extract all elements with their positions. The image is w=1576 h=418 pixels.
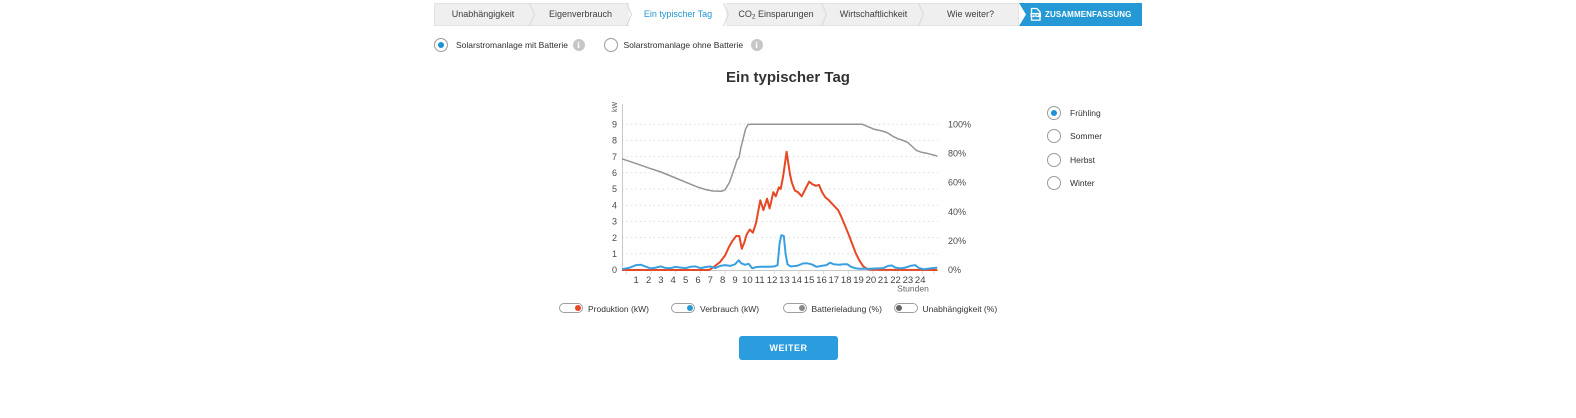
svg-text:2: 2 [612, 233, 617, 243]
svg-text:4: 4 [671, 275, 676, 286]
svg-text:1: 1 [612, 249, 617, 259]
svg-text:9: 9 [732, 275, 737, 286]
svg-text:3: 3 [658, 275, 663, 286]
svg-text:21: 21 [878, 275, 889, 286]
svg-text:8: 8 [612, 136, 617, 146]
svg-text:17: 17 [829, 275, 840, 286]
svg-text:7: 7 [708, 275, 713, 286]
svg-text:9: 9 [612, 119, 617, 129]
svg-text:6: 6 [612, 168, 617, 178]
svg-text:80%: 80% [948, 149, 966, 159]
svg-text:5: 5 [612, 184, 617, 194]
svg-text:PDF: PDF [1032, 13, 1040, 17]
svg-text:16: 16 [816, 275, 827, 286]
svg-text:24: 24 [915, 275, 926, 286]
svg-text:40%: 40% [948, 207, 966, 217]
svg-text:0%: 0% [948, 265, 961, 275]
svg-text:1: 1 [634, 275, 639, 286]
svg-text:14: 14 [792, 275, 803, 286]
svg-text:0: 0 [612, 265, 617, 275]
svg-text:3: 3 [612, 217, 617, 227]
svg-text:60%: 60% [948, 178, 966, 188]
svg-text:kW: kW [612, 102, 619, 113]
svg-text:10: 10 [742, 275, 753, 286]
svg-text:19: 19 [853, 275, 864, 286]
svg-text:20%: 20% [948, 236, 966, 246]
svg-text:100%: 100% [948, 119, 971, 129]
svg-text:8: 8 [720, 275, 725, 286]
svg-text:12: 12 [767, 275, 778, 286]
svg-text:7: 7 [612, 152, 617, 162]
svg-text:15: 15 [804, 275, 815, 286]
svg-text:4: 4 [612, 200, 617, 210]
svg-text:23: 23 [903, 275, 914, 286]
svg-text:Stunden: Stunden [897, 284, 929, 294]
svg-text:6: 6 [695, 275, 700, 286]
svg-text:22: 22 [890, 275, 901, 286]
svg-text:2: 2 [646, 275, 651, 286]
svg-text:11: 11 [755, 275, 765, 286]
svg-text:13: 13 [779, 275, 790, 286]
svg-text:18: 18 [841, 275, 852, 286]
svg-text:5: 5 [683, 275, 688, 286]
svg-text:20: 20 [866, 275, 877, 286]
